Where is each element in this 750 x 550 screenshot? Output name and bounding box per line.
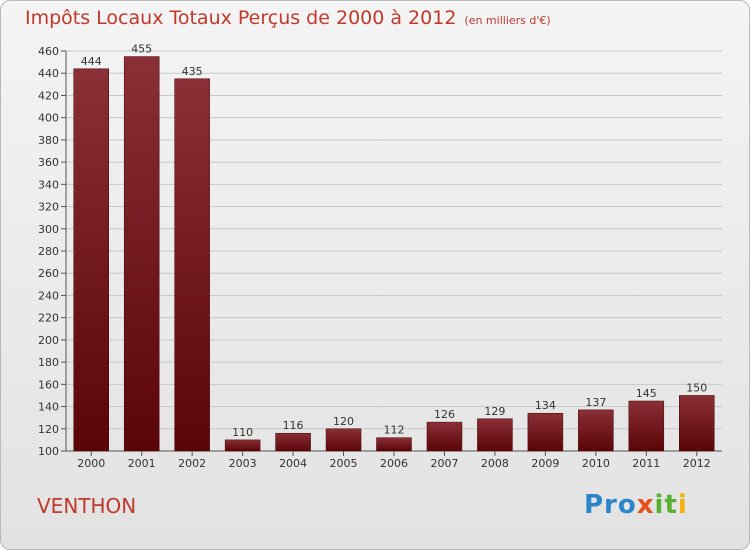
y-tick-label: 140 — [38, 401, 59, 414]
bar-2008 — [477, 418, 513, 452]
x-tick-label: 2008 — [481, 457, 509, 470]
x-tick-label: 2001 — [128, 457, 156, 470]
bar-value-label: 126 — [434, 408, 455, 421]
y-axis: 100 120 140 160 180 200 220 240 260 280 300 320 340 3… — [38, 45, 66, 458]
bar-2004 — [275, 432, 311, 452]
bar-value-label: 134 — [535, 399, 556, 412]
proxiti-logo[interactable]: Proxiti — [584, 490, 688, 520]
bar-2000 — [73, 68, 109, 452]
bar-value-label: 112 — [384, 424, 405, 437]
logo-part-1: Pro — [584, 490, 637, 520]
bar-value-label: 129 — [484, 405, 505, 418]
x-tick-label: 2003 — [229, 457, 257, 470]
y-tick-label: 240 — [38, 289, 59, 302]
bar-value-label: 137 — [585, 396, 606, 409]
y-tick-label: 340 — [38, 178, 59, 191]
bar-value-label: 444 — [81, 55, 102, 68]
chart-title-unit: (en milliers d'€) — [464, 14, 551, 27]
commune-name: VENTHON — [37, 494, 137, 518]
y-tick-label: 260 — [38, 267, 59, 280]
y-tick-label: 460 — [38, 45, 59, 58]
bars: 444 455 435 110 116 120 112 126 129 134 137 145 150 — [73, 43, 715, 452]
y-tick-label: 160 — [38, 378, 59, 391]
y-tick-label: 360 — [38, 156, 59, 169]
bar-value-label: 120 — [333, 415, 354, 428]
bar-2009 — [527, 412, 564, 452]
bar-2002 — [174, 78, 210, 452]
bar-value-label: 145 — [636, 387, 657, 400]
grid-lines — [65, 50, 722, 452]
bar-2012 — [679, 395, 715, 452]
x-tick-label: 2000 — [77, 457, 105, 470]
x-tick-label: 2005 — [330, 457, 358, 470]
bar-value-label: 455 — [131, 43, 152, 56]
x-tick-label: 2011 — [632, 457, 660, 470]
bar-2007 — [426, 421, 463, 452]
y-tick-label: 200 — [38, 334, 59, 347]
y-tick-label: 420 — [38, 89, 59, 102]
y-tick-label: 380 — [38, 134, 59, 147]
x-tick-label: 2002 — [178, 457, 206, 470]
y-tick-label: 300 — [38, 223, 59, 236]
chart-title: Impôts Locaux Totaux Perçus de 2000 à 20… — [25, 7, 551, 29]
bar-2011 — [628, 400, 665, 452]
x-tick-label: 2006 — [380, 457, 408, 470]
bar-2003 — [224, 439, 261, 452]
bar-2005 — [325, 428, 362, 452]
bar-2001 — [123, 56, 160, 452]
x-tick-label: 2009 — [531, 457, 559, 470]
bar-value-label: 435 — [182, 65, 203, 78]
y-tick-label: 180 — [38, 356, 59, 369]
bar-value-label: 150 — [686, 381, 707, 394]
x-tick-label: 2007 — [430, 457, 458, 470]
bar-2006 — [376, 437, 412, 452]
bar-value-label: 116 — [283, 419, 304, 432]
y-tick-label: 400 — [38, 112, 59, 125]
logo-part-2: x — [636, 490, 655, 520]
x-tick-label: 2004 — [279, 457, 307, 470]
logo-part-3: it — [654, 490, 678, 520]
y-tick-label: 220 — [38, 312, 59, 325]
y-tick-label: 100 — [38, 445, 59, 458]
chart-title-text: Impôts Locaux Totaux Perçus de 2000 à 20… — [25, 7, 457, 29]
y-tick-label: 120 — [38, 423, 59, 436]
y-tick-label: 280 — [38, 245, 59, 258]
x-tick-label: 2012 — [683, 457, 711, 470]
y-tick-label: 440 — [38, 67, 59, 80]
logo-part-4: i — [677, 490, 688, 520]
y-tick-label: 320 — [38, 201, 59, 214]
x-tick-label: 2010 — [582, 457, 610, 470]
bar-2010 — [578, 409, 614, 452]
bar-value-label: 110 — [232, 426, 253, 439]
x-axis: 2000 2001 2002 2003 2004 2005 2006 2007 2008 2009… — [77, 451, 711, 470]
